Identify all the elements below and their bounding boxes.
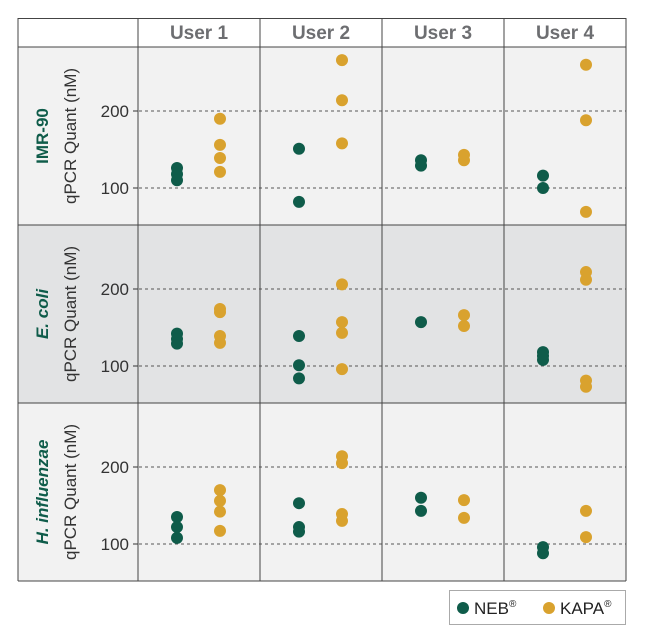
kapa-point (458, 154, 470, 167)
legend-neb-label: NEB® (474, 599, 517, 618)
y-tick-label: 100 (101, 357, 129, 376)
neb-point (293, 359, 305, 372)
legend-box (449, 590, 626, 625)
y-tick-label: 200 (101, 458, 129, 477)
legend-neb-marker (457, 602, 469, 614)
kapa-point (214, 138, 226, 151)
kapa-point (580, 114, 592, 127)
neb-point (293, 372, 305, 385)
kapa-point (336, 363, 348, 376)
neb-point (415, 316, 427, 329)
neb-point (293, 142, 305, 155)
y-axis-label: qPCR Quant (nM) (61, 68, 80, 204)
y-axis-label: qPCR Quant (nM) (61, 246, 80, 382)
y-tick-label: 200 (101, 280, 129, 299)
kapa-point (336, 94, 348, 107)
row-background (18, 47, 626, 225)
row-label: E. coli (33, 288, 52, 339)
kapa-point (336, 514, 348, 527)
y-tick-label: 100 (101, 535, 129, 554)
kapa-point (458, 511, 470, 524)
kapa-point (458, 319, 470, 332)
neb-point (415, 504, 427, 517)
kapa-point (580, 380, 592, 393)
kapa-point (214, 494, 226, 507)
kapa-point (336, 326, 348, 339)
neb-point (171, 174, 183, 187)
neb-point (293, 497, 305, 510)
row-background (18, 403, 626, 581)
legend-kapa-marker (543, 602, 555, 614)
neb-point (537, 182, 549, 194)
kapa-point (458, 494, 470, 507)
neb-point (415, 491, 427, 504)
y-tick-label: 100 (101, 179, 129, 198)
kapa-point (214, 484, 226, 497)
kapa-point (214, 505, 226, 518)
kapa-point (214, 336, 226, 349)
neb-point (293, 525, 305, 538)
row-label: H. influenzae (33, 440, 52, 545)
neb-point (293, 329, 305, 342)
neb-point (293, 195, 305, 208)
column-header: User 4 (536, 23, 595, 44)
y-axis-label: qPCR Quant (nM) (61, 424, 80, 560)
kapa-point (336, 137, 348, 150)
kapa-point (214, 306, 226, 319)
kapa-point (580, 531, 592, 544)
kapa-point (214, 112, 226, 125)
kapa-point (336, 457, 348, 470)
neb-point (537, 547, 549, 560)
row-label: IMR-90 (33, 108, 52, 164)
neb-point (415, 159, 427, 172)
neb-point (171, 337, 183, 350)
row-background (18, 225, 626, 403)
kapa-point (580, 58, 592, 71)
neb-point (171, 531, 183, 544)
neb-point (537, 169, 549, 182)
kapa-point (214, 165, 226, 178)
kapa-point (336, 316, 348, 329)
neb-point (537, 353, 549, 366)
neb-point (171, 511, 183, 524)
kapa-point (214, 151, 226, 164)
kapa-point (336, 278, 348, 291)
y-tick-label: 200 (101, 102, 129, 121)
column-header: User 3 (414, 23, 472, 44)
kapa-point (580, 273, 592, 286)
column-header: User 2 (292, 23, 350, 44)
kapa-point (214, 524, 226, 537)
kapa-point (580, 205, 592, 218)
kapa-point (336, 54, 348, 67)
column-header: User 1 (170, 23, 229, 44)
neb-point (171, 521, 183, 534)
kapa-point (458, 309, 470, 322)
legend-kapa-label: KAPA® (560, 599, 612, 618)
kapa-point (580, 504, 592, 517)
